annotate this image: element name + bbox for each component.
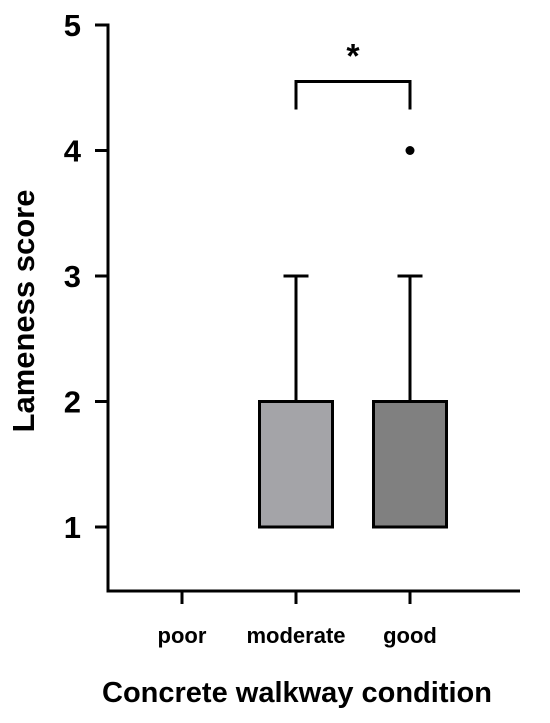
significance-star: * xyxy=(346,37,360,75)
box-good xyxy=(372,146,448,529)
x-ticks: poor moderate good xyxy=(158,591,437,648)
y-ticks: 1 2 3 4 5 xyxy=(64,8,108,545)
box-rect xyxy=(372,400,448,529)
y-tick-label: 2 xyxy=(64,385,81,420)
significance-bracket xyxy=(294,79,412,110)
x-tick-label: poor xyxy=(158,623,207,648)
axes xyxy=(106,23,520,593)
annotations: * xyxy=(294,37,412,110)
y-tick-label: 5 xyxy=(64,8,81,43)
boxes xyxy=(258,146,448,529)
outlier-point xyxy=(405,146,415,155)
x-tick-label: moderate xyxy=(246,623,345,648)
y-tick-label: 3 xyxy=(64,259,81,294)
y-tick-label: 4 xyxy=(64,134,82,169)
y-tick-label: 1 xyxy=(64,510,81,545)
box-moderate xyxy=(258,274,334,529)
y-axis-title: Lameness score xyxy=(6,190,41,433)
x-axis-title: Concrete walkway condition xyxy=(102,677,492,709)
box-rect xyxy=(258,400,334,529)
x-tick-label: good xyxy=(383,623,437,648)
